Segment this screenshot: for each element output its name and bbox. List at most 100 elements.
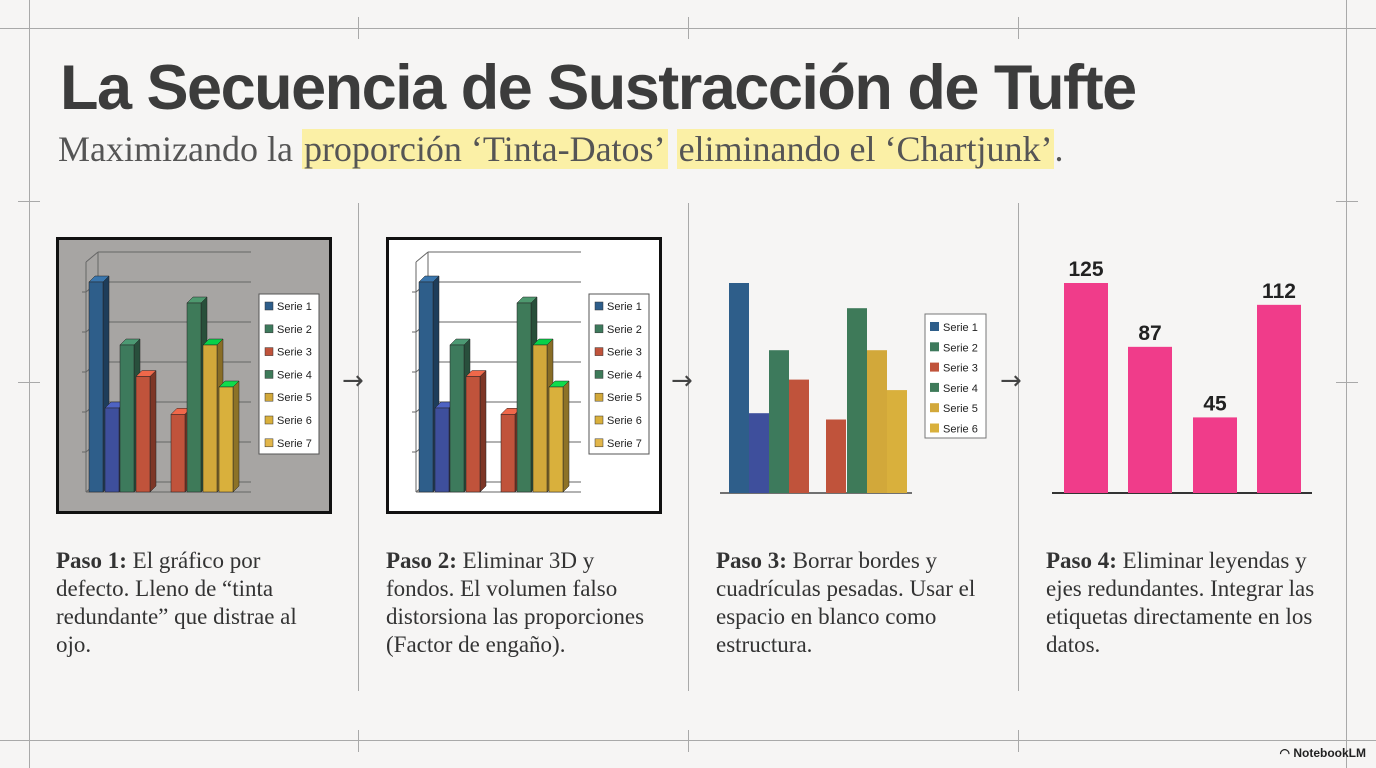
legend-label: Serie 3 xyxy=(607,347,642,359)
column-divider xyxy=(1018,203,1019,691)
legend-label: Serie 2 xyxy=(277,324,312,336)
legend-label: Serie 4 xyxy=(607,369,642,381)
legend-swatch xyxy=(264,370,274,379)
bar xyxy=(135,376,151,493)
guide-tick xyxy=(18,201,40,202)
subtitle-prefix: Maximizando la xyxy=(58,129,302,169)
legend-swatch xyxy=(594,370,604,379)
bar-side xyxy=(479,369,487,493)
step-label: Paso 4: xyxy=(1046,548,1117,573)
bar-side xyxy=(562,380,570,493)
legend-label: Serie 5 xyxy=(943,403,978,415)
bar xyxy=(170,414,186,493)
legend-swatch xyxy=(594,438,604,448)
legend-swatch xyxy=(264,301,274,311)
legend-label: Serie 7 xyxy=(607,438,642,450)
step-text: Borrar bordes y cuadrículas pesadas. Usa… xyxy=(716,548,976,657)
bar xyxy=(465,376,481,493)
bar-side xyxy=(232,380,240,493)
legend-swatch xyxy=(930,362,939,372)
legend-label: Serie 2 xyxy=(943,342,978,354)
legend-label: Serie 1 xyxy=(943,322,978,334)
bar xyxy=(1257,304,1301,493)
chart-bars xyxy=(729,283,907,493)
legend-swatch xyxy=(594,324,604,334)
bar xyxy=(749,413,769,493)
legend-swatch xyxy=(930,342,939,352)
bar xyxy=(516,302,532,493)
legend-label: Serie 2 xyxy=(607,324,642,336)
bar xyxy=(434,407,450,493)
legend-label: Serie 5 xyxy=(277,392,312,404)
legend-swatch xyxy=(594,301,604,311)
legend-swatch xyxy=(264,347,274,356)
subtitle-highlight-chartjunk: eliminando el ‘Chartjunk’ xyxy=(676,129,1055,169)
legend-swatch xyxy=(264,438,274,448)
legend-swatch xyxy=(594,347,604,356)
arrow-right-icon: → xyxy=(671,366,693,396)
subtitle-suffix: . xyxy=(1054,129,1064,169)
legend-swatch xyxy=(930,382,939,392)
column-divider xyxy=(688,203,689,691)
step-label: Paso 3: xyxy=(716,548,787,573)
legend-swatch xyxy=(594,392,604,402)
bar xyxy=(1193,417,1237,493)
bar-side xyxy=(149,369,157,493)
bar xyxy=(729,283,749,493)
legend-swatch xyxy=(264,415,274,425)
data-label: 125 xyxy=(1068,258,1103,281)
bar xyxy=(789,379,809,493)
logo-icon: ◠ xyxy=(1279,746,1294,760)
chart-legend: Serie 1 Serie 2 Serie 3 Serie 4 Serie 5 Serie… xyxy=(924,313,987,439)
subtitle-middle xyxy=(668,129,677,169)
bar xyxy=(500,414,516,493)
legend-swatch xyxy=(930,403,939,413)
guide-tick xyxy=(688,17,689,39)
legend-swatch xyxy=(594,415,604,425)
chart-bars: 125 87 45 112 xyxy=(1064,258,1301,493)
subtitle-highlight-ratio: proporción ‘Tinta-Datos’ xyxy=(301,129,668,169)
page-title: La Secuencia de Sustracción de Tufte xyxy=(60,53,1137,123)
guide-tick xyxy=(688,730,689,752)
bar xyxy=(202,344,218,493)
guide-tick xyxy=(1336,382,1358,383)
legend-label: Serie 6 xyxy=(607,415,642,427)
column-divider xyxy=(358,203,359,691)
legend-swatch xyxy=(930,423,939,433)
chart-step-2: Serie 1 Serie 2 Serie 3 Serie 4 Serie 5 Serie… xyxy=(386,237,662,514)
step-label: Paso 2: xyxy=(386,548,457,573)
guide-tick xyxy=(1336,201,1358,202)
guide-tick xyxy=(18,382,40,383)
legend-label: Serie 6 xyxy=(943,424,978,436)
legend-label: Serie 1 xyxy=(277,301,312,313)
notebooklm-logo: ◠ NotebookLM xyxy=(1280,746,1366,760)
bar xyxy=(218,386,234,493)
legend-label: Serie 7 xyxy=(277,438,312,450)
guide-line-left xyxy=(29,0,30,768)
step-text: Eliminar leyendas y ejes redundantes. In… xyxy=(1046,548,1315,657)
step-text: El gráfico por defecto. Lleno de “tinta … xyxy=(56,548,297,657)
bar xyxy=(887,390,907,493)
bar xyxy=(1128,346,1172,493)
guide-tick xyxy=(358,730,359,752)
page-subtitle: Maximizando la proporción ‘Tinta-Datos’ … xyxy=(58,128,1063,170)
chart-legend: Serie 1 Serie 2 Serie 3 Serie 4 Serie 5 Serie… xyxy=(258,293,320,455)
legend-label: Serie 5 xyxy=(607,392,642,404)
bar xyxy=(88,281,104,493)
data-label: 112 xyxy=(1262,280,1296,303)
arrow-right-icon: → xyxy=(1000,366,1022,396)
legend-label: Serie 3 xyxy=(277,347,312,359)
chart-step-4: 125 87 45 112 xyxy=(1052,258,1312,494)
step-text: Eliminar 3D y fondos. El volumen falso d… xyxy=(386,548,645,657)
caption-step-4: Paso 4: Eliminar leyendas y ejes redunda… xyxy=(1046,547,1326,659)
bar xyxy=(449,344,465,493)
legend-swatch xyxy=(930,322,939,331)
legend-swatch xyxy=(264,324,274,334)
arrow-right-icon: → xyxy=(342,366,364,396)
bar xyxy=(867,350,887,493)
bar xyxy=(847,308,867,493)
bar xyxy=(532,344,548,493)
legend-box xyxy=(924,313,987,439)
guide-line-right xyxy=(1346,0,1347,768)
